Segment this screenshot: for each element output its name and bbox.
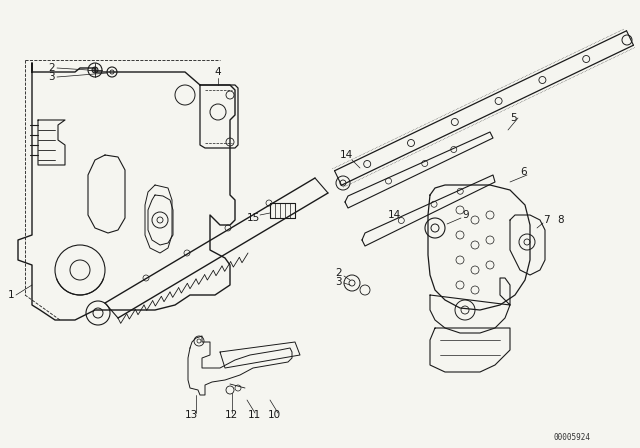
Text: 1: 1 bbox=[8, 290, 15, 300]
Text: 10: 10 bbox=[268, 410, 281, 420]
Text: 13: 13 bbox=[185, 410, 198, 420]
Text: 7: 7 bbox=[543, 215, 550, 225]
Circle shape bbox=[92, 67, 98, 73]
Text: 6: 6 bbox=[520, 167, 527, 177]
Text: 2: 2 bbox=[48, 63, 54, 73]
Text: 11: 11 bbox=[248, 410, 261, 420]
Text: 2: 2 bbox=[335, 268, 342, 278]
Text: 4: 4 bbox=[214, 67, 221, 77]
Text: 14: 14 bbox=[340, 150, 353, 160]
Text: 5: 5 bbox=[510, 113, 516, 123]
Text: 3: 3 bbox=[48, 72, 54, 82]
Text: 9: 9 bbox=[462, 210, 468, 220]
Text: 12: 12 bbox=[225, 410, 238, 420]
Text: 00005924: 00005924 bbox=[553, 433, 590, 442]
Text: 3: 3 bbox=[335, 277, 342, 287]
Text: 14: 14 bbox=[388, 210, 401, 220]
Text: 15: 15 bbox=[247, 213, 260, 223]
Text: 8: 8 bbox=[557, 215, 564, 225]
